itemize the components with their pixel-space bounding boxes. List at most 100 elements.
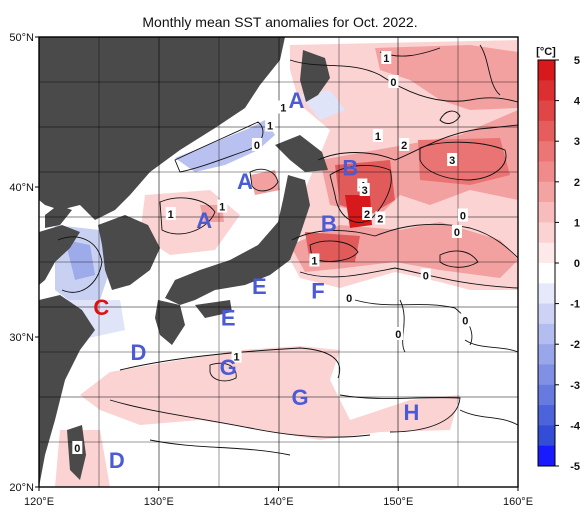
colorbar-tick-label: 5 bbox=[574, 55, 580, 67]
hokkaido bbox=[275, 135, 328, 172]
china-coast bbox=[39, 225, 80, 285]
contour-label-bg bbox=[388, 75, 399, 88]
colorbar-unit: [°C] bbox=[536, 46, 556, 58]
region-label: F bbox=[311, 279, 324, 304]
latitude-axis: 50°N 40°N 30°N 20°N bbox=[9, 32, 39, 494]
contour-label: 0 bbox=[74, 443, 80, 455]
colorbar-step bbox=[538, 60, 555, 81]
colorbar-step bbox=[538, 384, 555, 406]
region-label: G bbox=[220, 355, 237, 380]
contour-label: 2 bbox=[377, 214, 383, 226]
colorbar-step bbox=[538, 181, 555, 203]
contour-label: 0 bbox=[460, 211, 466, 223]
contour-label-bg bbox=[362, 207, 373, 220]
colorbar-step bbox=[538, 303, 555, 325]
colorbar-step bbox=[538, 323, 555, 345]
contour-label-bg bbox=[375, 211, 386, 225]
colorbar-tick-label: 4 bbox=[574, 96, 581, 108]
colorbar-tick-label: 1 bbox=[574, 217, 580, 229]
contour-label-bg bbox=[309, 253, 320, 267]
contour-label: 2 bbox=[364, 209, 370, 221]
colorbar-step bbox=[538, 344, 555, 365]
colorbar-step bbox=[538, 100, 555, 122]
contour-label-bg bbox=[420, 268, 431, 282]
colorbar-step bbox=[538, 425, 555, 447]
contour-label-bg bbox=[251, 138, 262, 151]
lon-tick-label: 130°E bbox=[144, 496, 174, 508]
colorbar-tick-label: 0 bbox=[574, 258, 580, 270]
longitude-axis: 120°E 130°E 140°E 150°E 160°E bbox=[24, 487, 533, 508]
sakhalin bbox=[300, 50, 330, 102]
region-label: A bbox=[289, 88, 305, 113]
map-title: Monthly mean SST anomalies for Oct. 2022… bbox=[142, 14, 417, 30]
region-label: D bbox=[130, 340, 146, 365]
region-label: C bbox=[93, 295, 109, 320]
contour-label-bg bbox=[165, 207, 176, 220]
colorbar-ticks: 5 4 3 2 1 0 -1 -2 -3 -4 -5 bbox=[555, 55, 581, 473]
contour-label-bg bbox=[451, 225, 462, 238]
colorbar-step bbox=[538, 161, 555, 183]
korean-peninsula bbox=[98, 215, 160, 290]
lon-tick-label: 150°E bbox=[383, 496, 413, 508]
contour-label-bg bbox=[278, 100, 289, 114]
contour-label-layer: 10101123432211001000010 bbox=[72, 51, 471, 455]
contour-label-bg bbox=[372, 129, 383, 142]
land bbox=[39, 37, 330, 487]
contour-label: 0 bbox=[423, 271, 429, 283]
colorbar-step bbox=[538, 202, 555, 223]
contour-label: 0 bbox=[462, 316, 468, 328]
contour-label-bg bbox=[447, 153, 458, 166]
region-label: G bbox=[291, 385, 308, 410]
colorbar-step bbox=[538, 141, 555, 162]
lon-tick-label: 120°E bbox=[24, 496, 54, 508]
china-south-coast bbox=[39, 295, 95, 487]
lon-tick-label: 140°E bbox=[263, 496, 293, 508]
contour-label: 1 bbox=[219, 202, 225, 214]
lat-tick-label: 20°N bbox=[9, 482, 34, 494]
contour-label: 0 bbox=[346, 293, 352, 305]
colorbar-step bbox=[538, 263, 555, 284]
lat-tick-label: 50°N bbox=[9, 32, 34, 44]
colorbar-tick-label: -3 bbox=[570, 380, 580, 392]
colorbar-tick-label: 2 bbox=[574, 177, 580, 189]
region-label: B bbox=[342, 156, 358, 181]
contour-label-bg bbox=[399, 138, 410, 151]
contour-label: 1 bbox=[311, 256, 317, 268]
contour-label-bg bbox=[457, 208, 468, 222]
contour-label-bg bbox=[72, 441, 83, 454]
contour-label-bg bbox=[265, 118, 276, 132]
lat-tick-label: 40°N bbox=[9, 182, 34, 194]
colorbar-tick-label: -1 bbox=[570, 299, 580, 311]
region-label: A bbox=[196, 208, 212, 233]
contour-label-bg bbox=[393, 327, 404, 340]
colorbar-tick-label: -5 bbox=[570, 461, 580, 473]
region-label: D bbox=[109, 448, 125, 473]
colorbar-tick-label: -2 bbox=[570, 339, 580, 351]
colorbar-step bbox=[538, 80, 555, 102]
contour-label: 1 bbox=[267, 121, 273, 133]
contour-label: 1 bbox=[383, 53, 389, 65]
contour-label: 0 bbox=[454, 227, 460, 239]
colorbar-blocks bbox=[538, 60, 555, 467]
shikoku bbox=[195, 300, 232, 318]
colorbar-tick-label: 3 bbox=[574, 136, 580, 148]
contour-label: 3 bbox=[449, 155, 455, 167]
contour-lines bbox=[57, 44, 518, 456]
contour-label-bg bbox=[460, 313, 471, 327]
colorbar: [°C] 5 4 3 2 1 0 -1 -2 -3 -4 -5 bbox=[536, 46, 581, 473]
contour-label: 0 bbox=[395, 329, 401, 341]
contour-label-bg bbox=[359, 183, 370, 196]
contour-label: 1 bbox=[234, 352, 240, 364]
contour-label-bg bbox=[344, 291, 355, 304]
colorbar-step bbox=[538, 283, 555, 305]
contour-label: 0 bbox=[390, 77, 396, 89]
contour-label: 2 bbox=[401, 140, 407, 152]
contour-label-bg bbox=[381, 51, 392, 64]
contour-label-bg bbox=[217, 199, 228, 213]
region-label: B bbox=[321, 211, 337, 236]
kyushu bbox=[155, 300, 185, 345]
contour-label: 3 bbox=[362, 185, 368, 197]
region-label: A bbox=[237, 169, 253, 194]
